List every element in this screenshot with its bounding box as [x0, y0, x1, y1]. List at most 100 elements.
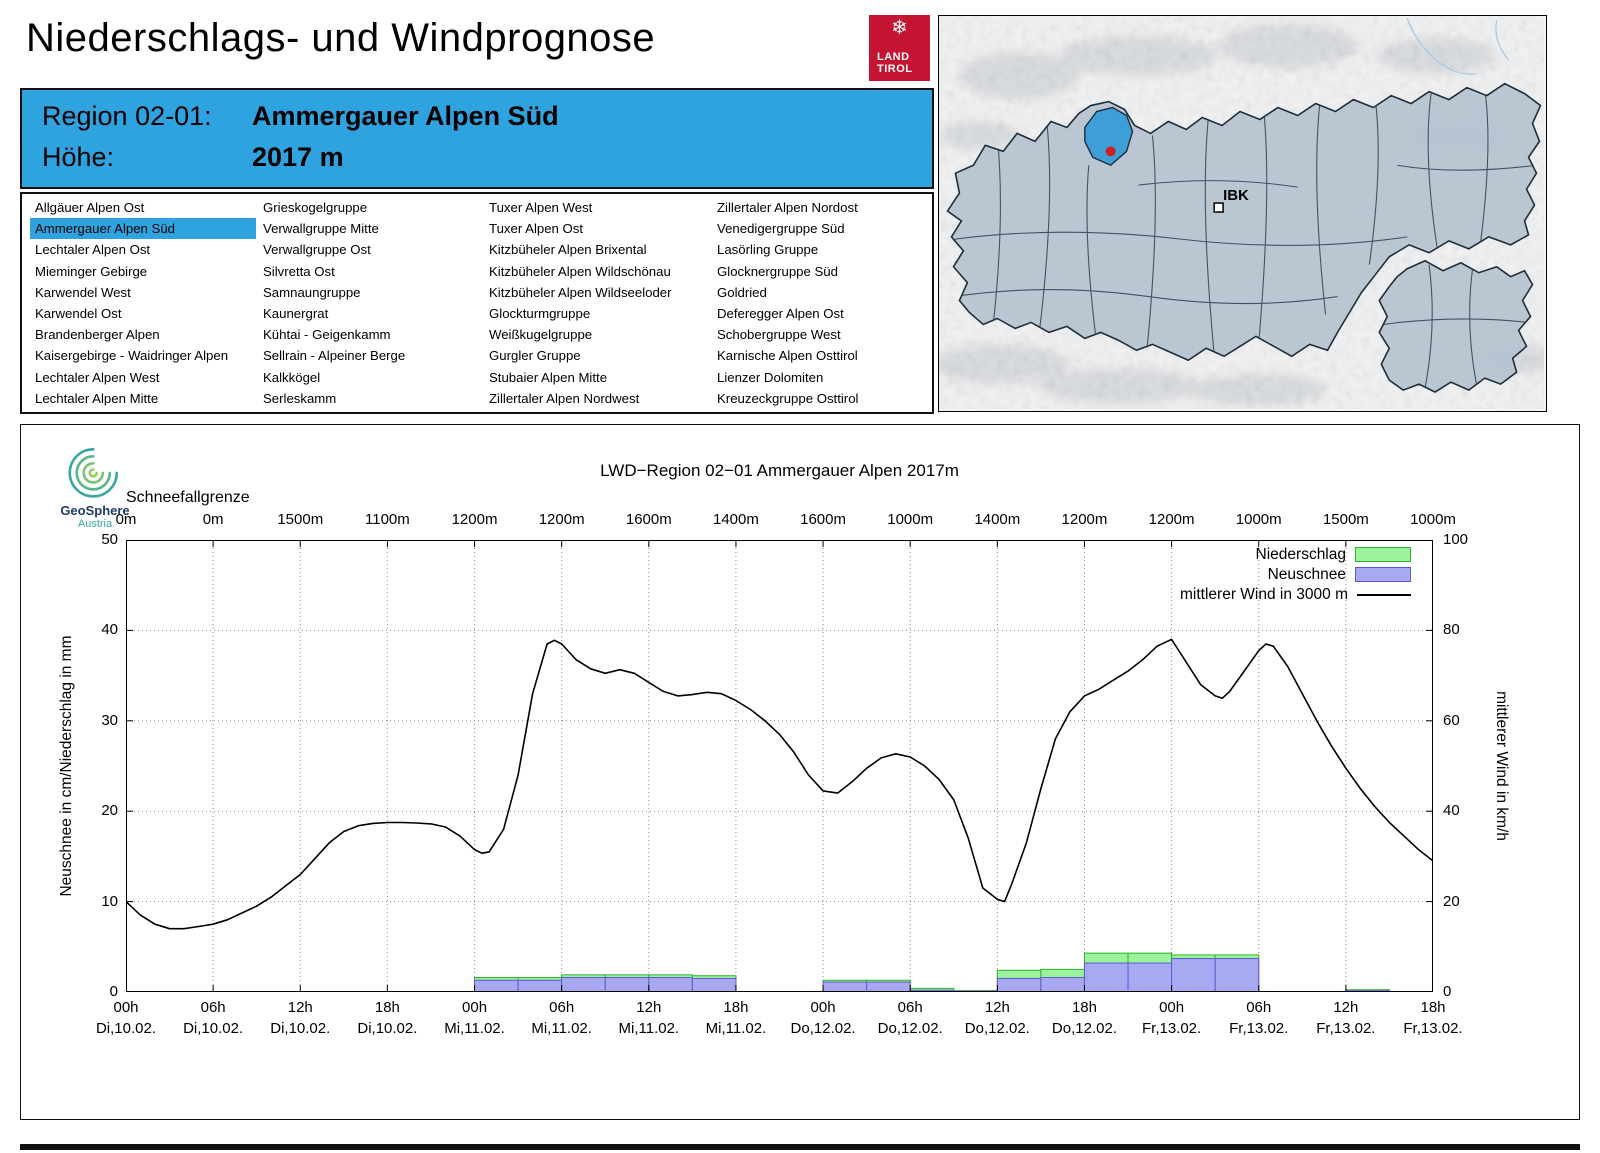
altitude-label: Höhe:: [42, 142, 115, 172]
region-item[interactable]: Glockturmgruppe: [489, 305, 591, 321]
region-item[interactable]: Glocknergruppe Süd: [717, 263, 838, 279]
region-item[interactable]: Kreuzeckgruppe Osttirol: [717, 390, 859, 406]
region-item[interactable]: Ammergauer Alpen Süd: [30, 218, 256, 240]
x-tick-date-label: Do,12.02.: [964, 1020, 1030, 1037]
region-item[interactable]: Serleskamm: [263, 390, 337, 406]
region-column: Allgäuer Alpen Ost Ammergauer Alpen Süd Le…: [30, 197, 256, 409]
page-title: Niederschlags- und Windprognose: [26, 16, 656, 60]
y-axis-label-right: mittlerer Wind in km/h: [1493, 691, 1510, 841]
neuschnee-bar: [517, 979, 563, 992]
y-tick-left-label: 40: [101, 621, 118, 639]
legend-label: mittlerer Wind in 3000 m: [1180, 585, 1348, 603]
x-tick-time-label: 06h: [200, 999, 226, 1016]
region-item[interactable]: Kitzbüheler Alpen Brixental: [489, 242, 647, 258]
neuschnee-bar: [1214, 958, 1260, 992]
x-tick-time-label: 06h: [897, 999, 923, 1016]
snowline-value: 1400m: [974, 511, 1021, 528]
tirol-map-svg: IBK: [939, 16, 1544, 409]
region-item[interactable]: Weißkugelgruppe: [489, 327, 593, 343]
map-highlighted-region[interactable]: [1084, 106, 1134, 167]
x-tick-date-label: Fr,13.02.: [1403, 1020, 1463, 1037]
y-tick-right-label: 40: [1443, 802, 1460, 820]
region-item[interactable]: Karnische Alpen Osttirol: [717, 348, 858, 364]
x-tick-date-label: Di,10.02.: [183, 1020, 244, 1037]
x-tick-date-label: Mi,11.02.: [705, 1020, 767, 1037]
region-item[interactable]: Verwallgruppe Ost: [263, 242, 371, 258]
x-tick-time-label: 12h: [287, 999, 313, 1016]
region-item[interactable]: Kaisergebirge - Waidringer Alpen: [35, 348, 229, 364]
region-item[interactable]: Karwendel West: [35, 284, 131, 300]
snowline-value: 1000m: [1235, 511, 1282, 528]
region-item[interactable]: Brandenberger Alpen: [35, 327, 160, 343]
region-item[interactable]: Lechtaler Alpen Mitte: [35, 390, 159, 406]
x-tick-time-label: 12h: [1333, 999, 1359, 1016]
x-tick-date-label: Mi,11.02.: [444, 1020, 505, 1037]
y-tick-left-label: 50: [101, 531, 118, 548]
altitude-header-row: Höhe: 2017 m: [42, 142, 344, 176]
region-item[interactable]: Tuxer Alpen Ost: [489, 221, 584, 237]
land-tirol-logo: ❄ LAND TIROL: [869, 15, 930, 81]
region-column: Grieskogelgruppe Verwallgruppe Mitte Verwa…: [258, 197, 484, 409]
region-item[interactable]: Kitzbüheler Alpen Wildseeloder: [489, 284, 672, 300]
y-tick-right-label: 60: [1443, 711, 1460, 729]
region-item[interactable]: Kaunergrat: [263, 305, 329, 321]
x-tick-time-label: 12h: [636, 999, 662, 1016]
x-tick-date-label: Mi,11.02.: [618, 1020, 680, 1037]
tirol-map[interactable]: IBK: [938, 15, 1547, 412]
snowline-value: 0m: [202, 511, 224, 528]
snowline-value: 1100m: [365, 511, 410, 528]
region-item[interactable]: Lechtaler Alpen West: [35, 369, 160, 385]
altitude-value: 2017 m: [252, 142, 344, 172]
region-item[interactable]: Stubaier Alpen Mitte: [489, 369, 608, 385]
chart-legend: Niederschlag Neuschnee mittlerer Wind in 3…: [1180, 545, 1411, 604]
region-label: Region 02-01:: [42, 101, 212, 131]
x-tick-date-label: Do,12.02.: [790, 1020, 856, 1037]
y-tick-left-label: 30: [101, 711, 118, 729]
region-item[interactable]: Sellrain - Alpeiner Berge: [263, 348, 406, 364]
region-item[interactable]: Goldried: [717, 284, 767, 300]
region-item[interactable]: Verwallgruppe Mitte: [263, 221, 379, 237]
region-item[interactable]: Zillertaler Alpen Nordwest: [489, 390, 640, 406]
region-item[interactable]: Zillertaler Alpen Nordost: [717, 200, 858, 215]
forecast-chart-panel: GeoSphere Austria LWD−Region 02−01 Ammer…: [20, 424, 1580, 1120]
legend-swatch-niederschlag: [1355, 547, 1411, 562]
neuschnee-bar: [1127, 962, 1173, 992]
region-column: Zillertaler Alpen Nordost Venedigergruppe…: [712, 197, 924, 409]
region-item[interactable]: Lasörling Gruppe: [717, 242, 819, 258]
region-item[interactable]: Tuxer Alpen West: [489, 200, 593, 215]
region-header: Region 02-01: Ammergauer Alpen Süd Höhe: 2…: [20, 88, 934, 189]
x-tick-date-label: Fr,13.02.: [1141, 1020, 1202, 1037]
region-item[interactable]: Grieskogelgruppe: [263, 200, 368, 215]
region-item[interactable]: Kalkkögel: [263, 369, 321, 385]
snowline-value: 1200m: [1061, 511, 1108, 528]
x-tick-time-label: 00h: [462, 999, 488, 1016]
snowline-label: Schneefallgrenze: [126, 489, 250, 506]
region-item[interactable]: Allgäuer Alpen Ost: [35, 200, 145, 215]
region-item[interactable]: Venedigergruppe Süd: [717, 221, 845, 237]
x-tick-time-label: 18h: [1071, 999, 1097, 1016]
region-item[interactable]: Lienzer Dolomiten: [717, 369, 824, 385]
region-item[interactable]: Mieminger Gebirge: [35, 263, 148, 279]
map-east-region-borders: [1383, 264, 1529, 389]
neuschnee-bar: [1040, 977, 1085, 992]
legend-item: Neuschnee: [1268, 565, 1411, 584]
region-item[interactable]: Samnaungruppe: [263, 284, 361, 300]
region-item[interactable]: Deferegger Alpen Ost: [717, 305, 844, 321]
region-item[interactable]: Kühtai - Geigenkamm: [263, 327, 391, 343]
region-item[interactable]: Gurgler Gruppe: [489, 348, 581, 364]
x-tick-date-label: Mi,11.02.: [531, 1020, 592, 1037]
y-tick-right-label: 100: [1443, 531, 1469, 548]
region-item[interactable]: Schobergruppe West: [717, 327, 841, 343]
wind-line: [126, 638, 1433, 930]
snowflake-icon: ❄: [891, 17, 908, 39]
region-item[interactable]: Kitzbüheler Alpen Wildschönau: [489, 263, 671, 279]
region-item[interactable]: Karwendel Ost: [35, 305, 122, 321]
region-item[interactable]: Silvretta Ost: [263, 263, 335, 279]
neuschnee-bar: [648, 977, 693, 992]
x-tick-date-label: Do,12.02.: [877, 1020, 943, 1037]
region-item[interactable]: Lechtaler Alpen Ost: [35, 242, 151, 258]
bottom-bar: [20, 1144, 1580, 1150]
map-east-tirol-shape[interactable]: [1378, 259, 1534, 393]
snowline-value: 1500m: [277, 511, 324, 528]
y-axis-label-left: Neuschnee in cm/Niederschlag in mm: [58, 635, 75, 897]
